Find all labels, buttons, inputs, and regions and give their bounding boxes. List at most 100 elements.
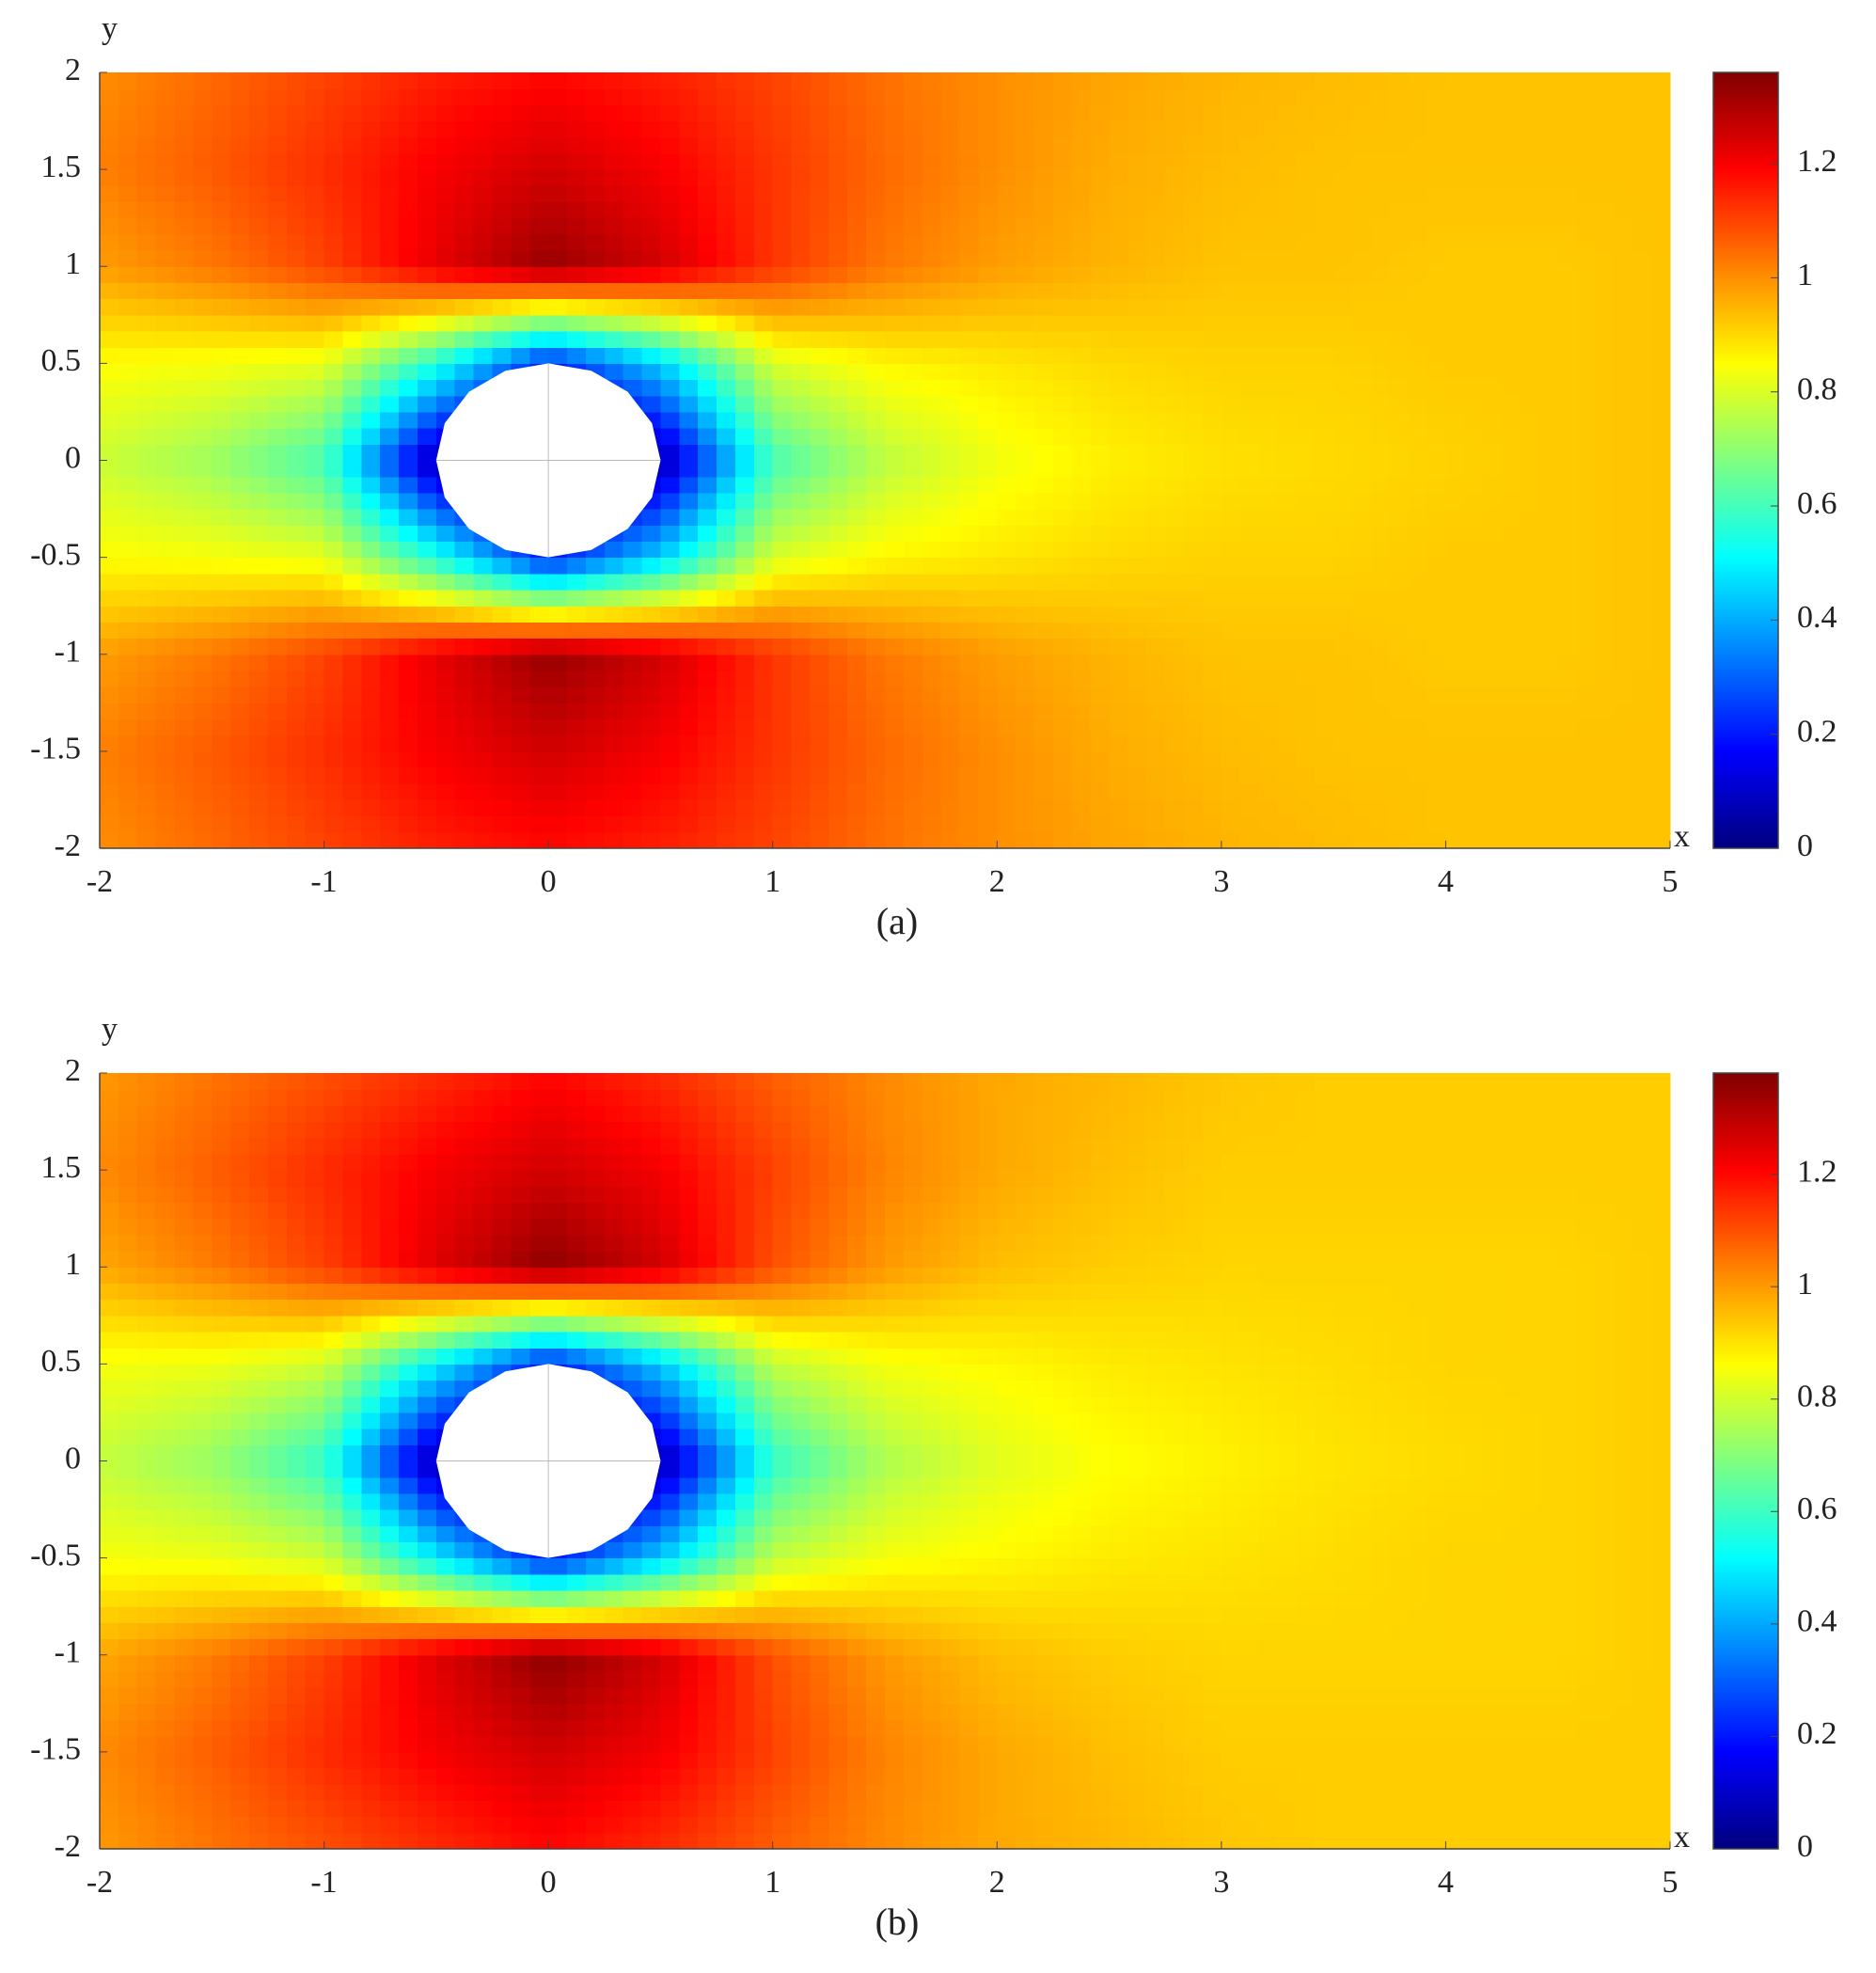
field-cell [1296, 120, 1316, 138]
field-cell [1445, 670, 1465, 687]
field-cell [903, 72, 923, 89]
field-cell [1502, 120, 1521, 138]
field-cell [828, 428, 848, 445]
field-cell [1109, 444, 1129, 462]
field-cell [1090, 185, 1111, 203]
field-cell [660, 687, 680, 703]
field-cell [100, 702, 119, 720]
field-cell [1165, 622, 1185, 639]
field-cell [1277, 314, 1297, 332]
field-cell [1370, 136, 1391, 154]
field-cell [435, 298, 456, 316]
field-cell [1632, 217, 1652, 235]
field-cell [473, 363, 494, 381]
field-cell [1538, 1816, 1559, 1834]
field-cell [734, 314, 755, 332]
field-cell [1427, 815, 1447, 833]
field-cell [978, 750, 998, 768]
field-cell [772, 250, 793, 267]
field-cell [1052, 72, 1073, 89]
field-cell [1651, 557, 1671, 575]
field-cell [585, 702, 606, 720]
field-cell [1651, 492, 1671, 510]
field-cell [548, 783, 568, 801]
field-cell [1071, 379, 1092, 397]
field-cell [1520, 201, 1540, 219]
field-cell [1502, 460, 1521, 478]
field-cell [174, 1687, 195, 1704]
field-cell [698, 783, 717, 801]
field-cell [1127, 201, 1147, 219]
field-cell [1502, 169, 1521, 186]
field-cell [1520, 606, 1540, 623]
field-cell [155, 1751, 176, 1769]
field-cell [1445, 1784, 1465, 1802]
field-cell [212, 1800, 231, 1818]
field-cell [753, 606, 774, 623]
field-cell [1632, 363, 1652, 381]
field-cell [230, 152, 250, 170]
field-cell [1090, 136, 1111, 154]
field-cell [230, 201, 250, 219]
field-cell [679, 590, 699, 607]
field-cell [679, 136, 699, 154]
field-cell [1576, 541, 1597, 559]
field-cell [174, 314, 195, 332]
field-cell [399, 783, 418, 801]
field-cell [940, 411, 961, 429]
field-cell [267, 734, 288, 752]
field-cell [286, 525, 307, 543]
field-cell [978, 104, 998, 122]
field-cell [978, 509, 998, 526]
field-cell [959, 831, 980, 849]
field-cell [940, 509, 961, 526]
field-cell [1202, 622, 1222, 639]
field-cell [1427, 509, 1447, 526]
field-cell [1389, 1832, 1410, 1850]
field-cell [1352, 1800, 1372, 1818]
field-cell [1557, 169, 1578, 186]
field-cell [136, 104, 157, 122]
field-cell [1109, 702, 1129, 720]
field-cell [323, 136, 344, 154]
field-cell [1221, 428, 1241, 445]
field-cell [399, 718, 418, 736]
field-cell [810, 347, 829, 364]
field-cell [1520, 590, 1540, 607]
field-cell [1202, 638, 1222, 655]
field-cell [1370, 557, 1391, 575]
field-cell [1296, 363, 1316, 381]
field-cell [267, 347, 288, 364]
field-cell [885, 136, 905, 154]
field-cell [361, 1670, 381, 1688]
field-cell [1352, 88, 1372, 105]
field-cell [604, 687, 624, 703]
field-cell [286, 590, 307, 607]
field-cell [1184, 767, 1204, 784]
field-cell [940, 88, 961, 105]
field-cell [361, 734, 381, 752]
field-cell [1595, 152, 1615, 170]
field-cell [940, 476, 961, 494]
field-cell [1034, 525, 1054, 543]
field-cell [323, 1735, 344, 1753]
field-cell [1034, 331, 1054, 348]
field-cell [885, 428, 905, 445]
field-cell [529, 1768, 549, 1785]
field-cell [753, 573, 774, 591]
field-cell [698, 314, 717, 332]
field-cell [1165, 573, 1185, 591]
field-cell [193, 331, 213, 348]
field-cell [1071, 233, 1092, 251]
field-cell [641, 120, 662, 138]
field-cell [1016, 104, 1035, 122]
field-cell [1146, 687, 1166, 703]
field-cell [698, 1719, 717, 1737]
field-cell [1595, 201, 1615, 219]
field-cell [1127, 266, 1147, 284]
field-cell [305, 169, 325, 186]
field-cell [193, 428, 213, 445]
field-cell [1258, 233, 1279, 251]
field-cell [1109, 1687, 1129, 1704]
field-cell [1576, 509, 1597, 526]
